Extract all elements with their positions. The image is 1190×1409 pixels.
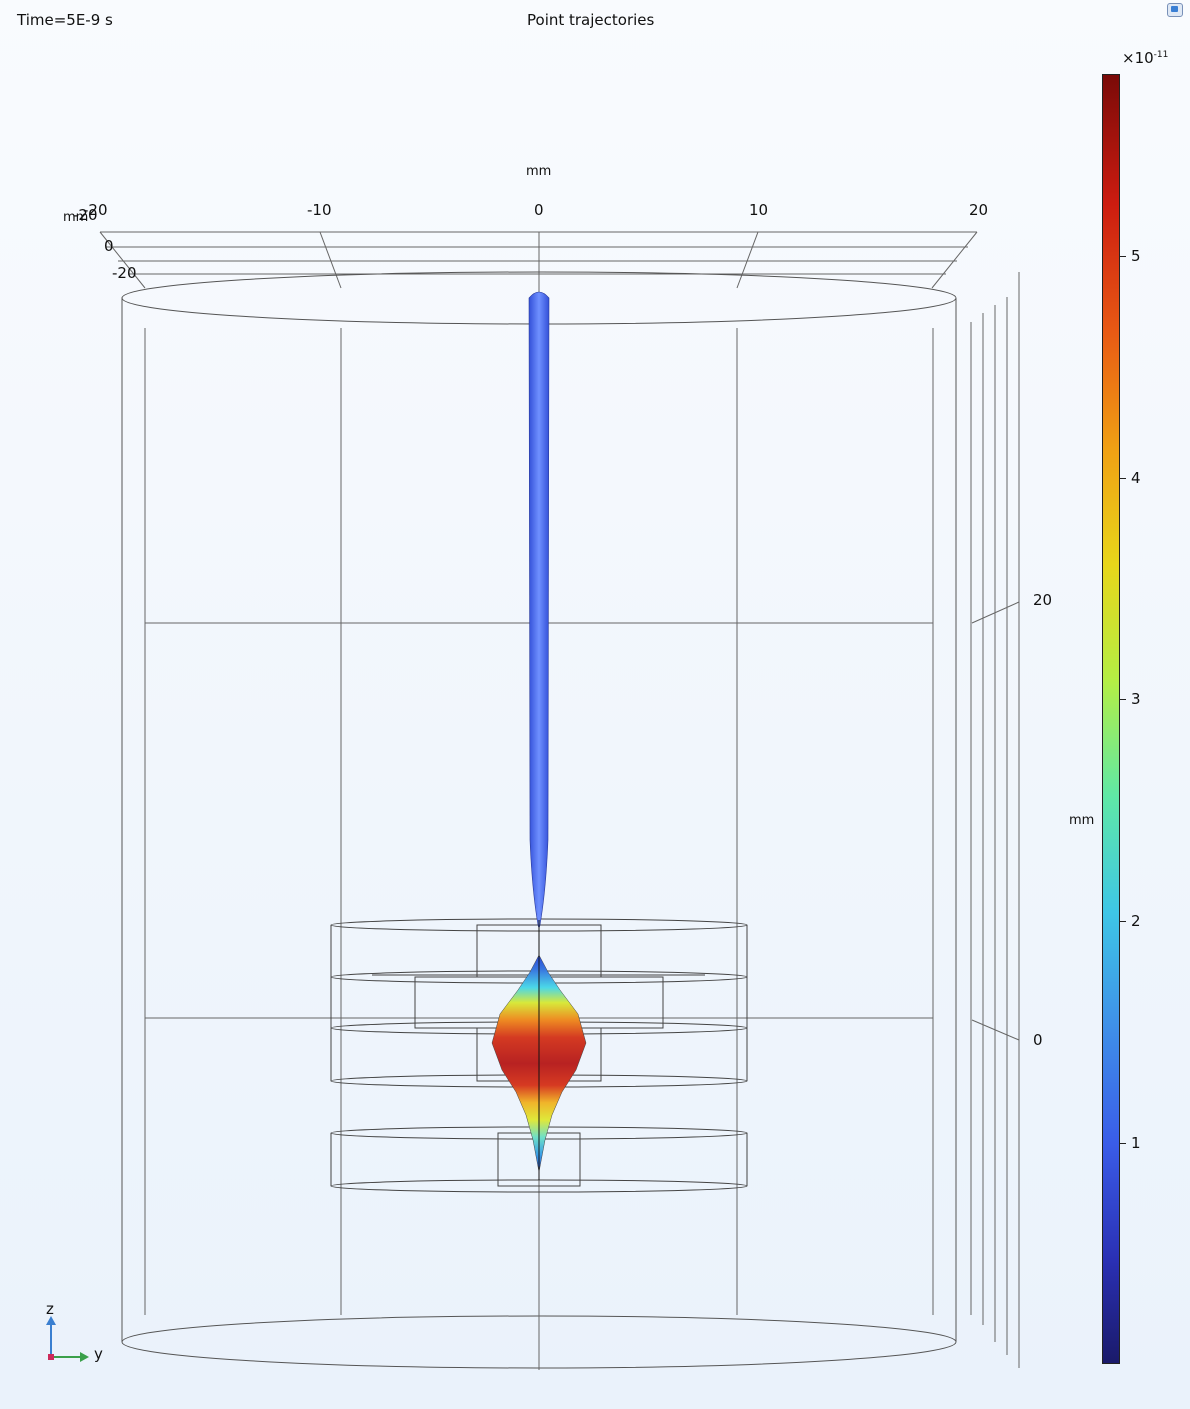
y-tick-label: -10 [307,201,332,219]
colorbar-tick-label: 4 [1131,469,1141,487]
colorbar-tick-label: 1 [1131,1134,1141,1152]
particle-beam [528,291,550,928]
time-label: Time=5E-9 s [17,11,113,29]
axis-triad [46,1316,89,1362]
depth-lines [970,272,1020,1368]
colorbar-tick-label: 5 [1131,247,1141,265]
colorbar-tick-label: 2 [1131,912,1141,930]
x-tick-label: -20 [73,206,98,224]
y-tick-label: 20 [969,201,989,219]
top-grid [99,231,978,289]
y-tick-label: 10 [749,201,769,219]
x-tick-label: -20 [112,264,137,282]
triad-z-label: z [46,1300,54,1318]
colorbar-tick [1120,1143,1126,1144]
y-axis-unit: mm [526,164,552,179]
y-tick-label: -20 [83,201,108,219]
view-menu-icon[interactable] [1167,3,1183,17]
y-tick-label: 0 [534,201,544,219]
colorbar-tick [1120,921,1126,922]
inner-grid [144,288,934,1370]
colorbar-tick [1120,478,1126,479]
colorbar-tick [1120,256,1126,257]
x-axis-unit: mm [63,210,89,225]
colorbar [1102,74,1120,1364]
z-tick-label: 0 [1033,1031,1043,1049]
triad-y-label: y [94,1345,103,1363]
colorbar-tick-label: 3 [1131,690,1141,708]
colorbar-exponent: ×10-11 [1122,49,1169,67]
plot-title: Point trajectories [527,11,655,29]
colorbar-tick [1120,699,1126,700]
x-tick-label: 0 [104,237,114,255]
z-axis-unit: mm [1069,813,1095,828]
z-tick-label: 20 [1033,591,1053,609]
